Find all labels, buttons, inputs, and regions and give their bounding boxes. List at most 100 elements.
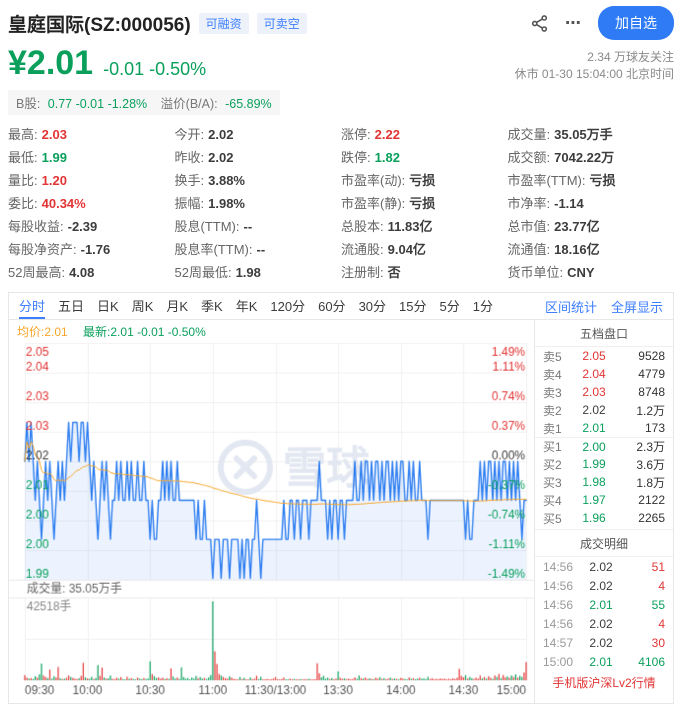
trade-row: 14:56 2.01 55 [535,595,673,614]
add-watchlist-button[interactable]: 加自选 [598,6,674,40]
stat-value: 1.99 [41,150,67,165]
stat-column: 今开: 2.02 昨收: 2.02 换手: 3.88% 振幅: 1.98% 股息(TTM): --… [175,123,342,284]
stat-label: 总市值: [507,219,551,234]
stat-row: 换手: 3.88% [175,169,342,192]
tab-分时[interactable]: 分时 [19,293,46,319]
stat-value: 7042.22万 [554,150,615,165]
stat-label: 跌停: [341,150,371,165]
stat-row: 流通股: 9.04亿 [341,238,508,261]
header: 皇庭国际(SZ:000056) 可融资 可卖空 ⋯ 加自选 [8,6,674,40]
stock-title: 皇庭国际(SZ:000056) [8,14,191,36]
more-menu-icon[interactable]: ⋯ [565,15,582,32]
stat-row: 总市值: 23.77亿 [508,215,675,238]
trades-title: 成交明细 [535,529,673,557]
ob-price: 2.01 [582,421,606,435]
tab-五日[interactable]: 五日 [58,298,85,314]
tab-月K[interactable]: 月K [166,298,189,314]
stat-value: 11.83亿 [387,219,433,234]
chart-widget: 分时 五日 日K 周K 月K 季K 年K 120分 60分 30分 15分 5分 1分 区间统计 全屏显示 … [8,292,674,704]
ob-level: 卖2 [543,403,562,418]
stat-label: 今开: [174,127,205,142]
stat-label: 振幅: [174,196,205,211]
stat-column: 最高: 2.03 最低: 1.99 量比: 1.20 委比: 40.34% 每股收益: -2.39… [8,123,175,284]
stat-label: 股息率(TTM): [174,242,253,257]
tab-1分[interactable]: 1分 [472,298,493,314]
stat-row: 股息(TTM): -- [175,215,342,238]
lv2-link[interactable]: 手机版沪深Lv2行情 [552,676,656,690]
timeline-chart[interactable] [9,341,534,701]
trade-amount: 4106 [638,654,665,669]
tab-120分[interactable]: 120分 [270,298,306,314]
tab-年K[interactable]: 年K [235,298,258,314]
ob-amount: 4779 [638,367,665,381]
short-badge: 可卖空 [256,12,307,34]
stat-label: 换手: [174,173,205,188]
stat-value: 23.77亿 [554,219,600,234]
stat-column: 涨停: 2.22 跌停: 1.82 市盈率(动): 亏损 市盈率(静): 亏损 总股本: 11.8… [341,123,508,284]
ob-amount: 1.2万 [636,403,665,418]
ob-price: 1.97 [582,493,606,507]
tab-周K[interactable]: 周K [131,298,154,314]
tab-5分[interactable]: 5分 [439,298,460,314]
stat-value: 1.98 [235,265,261,280]
stat-row: 市盈率(静): 亏损 [341,192,508,215]
stat-value: -1.14 [554,196,584,211]
stat-row: 量比: 1.20 [8,169,175,192]
stat-label: 流通股: [341,242,384,257]
ob-level: 买1 [543,440,562,454]
ob-price: 1.96 [582,511,606,525]
trade-amount: 55 [651,597,665,612]
order-book-row: 买2 1.99 3.6万 [535,455,673,473]
trade-price: 2.02 [589,578,613,593]
right-panel: 五档盘口 卖5 2.05 9528 卖4 2.04 4779 卖3 2.03 8748 卖2 2.0… [534,320,673,703]
link-全屏显示[interactable]: 全屏显示 [610,299,663,315]
order-book-row: 卖1 2.01 173 [535,419,673,437]
trade-row: 14:56 2.02 4 [535,576,673,595]
stat-value: 亏损 [589,173,616,188]
stat-value: 1.20 [41,173,67,188]
tab-季K[interactable]: 季K [201,298,223,314]
chart-legend: 均价:2.01 最新:2.01 -0.01 -0.50% [9,320,534,341]
order-book-title: 五档盘口 [535,320,673,347]
order-book-row: 卖4 2.04 4779 [535,365,673,383]
tab-15分[interactable]: 15分 [399,298,427,314]
stat-label: 最高: [8,127,38,142]
ob-amount: 8748 [638,385,665,399]
order-book-row: 卖3 2.03 8748 [535,383,673,401]
stat-value: 亏损 [409,173,436,188]
ob-price: 2.05 [582,349,606,363]
stat-label: 成交额: [507,150,551,165]
stat-label: 总股本: [341,219,384,234]
stat-label: 市盈率(TTM): [507,173,586,188]
stat-value: 2.03 [41,127,67,142]
stat-label: 量比: [8,173,38,188]
stat-row: 市盈率(动): 亏损 [341,169,508,192]
stat-row: 每股收益: -2.39 [8,215,175,238]
tab-30分[interactable]: 30分 [358,298,387,314]
legend-last: 最新:2.01 -0.01 -0.50% [83,325,206,339]
current-price: ¥2.01 [8,44,94,82]
trade-amount: 4 [658,616,665,631]
stat-value: 1.98% [208,196,245,211]
order-book-row: 买4 1.97 2122 [535,491,673,509]
share-icon[interactable] [530,14,549,33]
stat-value: -- [243,219,253,234]
tab-日K[interactable]: 日K [97,298,119,314]
chart-zone: 均价:2.01 最新:2.01 -0.01 -0.50% [9,320,534,703]
trade-row: 14:56 2.02 51 [535,557,673,576]
stat-value: 4.08 [69,265,95,280]
b-share-strip: B股: 0.77 -0.01 -1.28% 溢价(B/A): -65.89% [8,90,280,115]
stat-row: 每股净资产: -1.76 [8,238,175,261]
stat-value: 2.22 [374,127,400,142]
trade-time: 14:56 [543,616,574,631]
stat-label: 市盈率(动): [341,173,406,188]
tab-60分[interactable]: 60分 [318,298,346,314]
trade-amount: 51 [651,559,665,574]
stat-label: 昨收: [174,150,205,165]
ob-level: 买2 [543,457,562,472]
price-block: ¥2.01 -0.01 -0.50% 2.34 万球友关注 休市 01-30 1… [8,44,674,83]
link-区间统计[interactable]: 区间统计 [544,299,597,315]
trades-list: 14:56 2.02 51 14:56 2.02 4 14:56 2.01 55 14:56 2.0… [535,557,673,671]
stat-value: CNY [567,265,595,280]
